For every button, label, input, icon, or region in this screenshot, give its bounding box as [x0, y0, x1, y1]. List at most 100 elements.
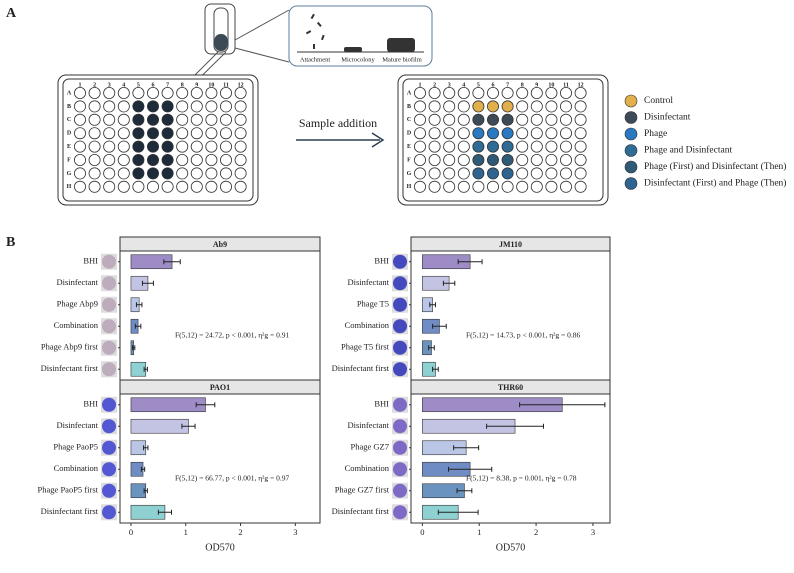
legend-swatch — [624, 94, 638, 108]
facet-title: JM110 — [499, 240, 522, 249]
thumbnail-well — [102, 340, 116, 355]
col-label: 8 — [181, 82, 184, 88]
row-label: G — [67, 171, 72, 177]
well — [88, 153, 101, 166]
well — [219, 100, 232, 113]
zoom-line — [234, 9, 290, 41]
col-label: 4 — [122, 82, 125, 88]
well — [516, 113, 529, 126]
stage-label: Microcolony — [341, 56, 375, 63]
panel — [119, 393, 321, 524]
cells — [305, 13, 415, 52]
row-label: D — [67, 131, 72, 137]
thumbnail-well — [393, 505, 407, 520]
well — [132, 87, 145, 100]
well — [205, 140, 218, 153]
well — [74, 167, 87, 180]
x-tick-label: 0 — [420, 527, 424, 537]
well — [413, 87, 426, 100]
well — [161, 180, 174, 193]
well — [472, 140, 485, 153]
col-label: 4 — [462, 82, 465, 88]
well — [190, 113, 203, 126]
well — [190, 100, 203, 113]
legend-label: Control — [644, 96, 673, 106]
well — [413, 140, 426, 153]
well — [428, 153, 441, 166]
well — [146, 100, 159, 113]
x-tick-label: 1 — [477, 527, 481, 537]
well — [530, 140, 543, 153]
row-label: D — [407, 131, 412, 137]
col-label: 6 — [152, 82, 155, 88]
col-label: 1 — [419, 82, 422, 88]
legend-swatch — [624, 177, 638, 190]
annotation: F(5,12) = 24.72, p < 0.001, η²g = 0.91 — [175, 331, 290, 340]
well — [472, 180, 485, 193]
row-label: B — [67, 104, 71, 110]
thumbnail-well — [393, 254, 407, 269]
well — [74, 180, 87, 193]
y-tick-label: Phage GZ7 first — [335, 485, 390, 495]
legend-swatch — [624, 127, 638, 141]
well — [146, 87, 159, 100]
well — [413, 167, 426, 180]
well — [219, 87, 232, 100]
y-tick-label: Phage Abp9 — [57, 299, 98, 309]
well — [234, 127, 247, 140]
well — [530, 100, 543, 113]
well — [545, 113, 558, 126]
y-tick-label: Disinfectant first — [332, 363, 390, 373]
well — [205, 87, 218, 100]
well — [413, 153, 426, 166]
well — [219, 153, 232, 166]
well — [132, 153, 145, 166]
well — [132, 140, 145, 153]
thumbnail-well — [393, 462, 407, 477]
well — [486, 167, 499, 180]
well — [501, 180, 514, 193]
well — [443, 87, 456, 100]
well — [74, 153, 87, 166]
well — [176, 153, 189, 166]
legend-swatch — [624, 111, 638, 124]
thumbnail-well — [102, 276, 116, 291]
thumbnail-well — [393, 483, 407, 498]
well — [457, 127, 470, 140]
well — [472, 127, 485, 140]
well — [219, 140, 232, 153]
thumbnail-well — [393, 397, 407, 412]
y-tick-label: BHI — [374, 399, 389, 409]
well — [117, 167, 130, 180]
well — [74, 127, 87, 140]
well — [574, 127, 587, 140]
y-tick-label: Disinfectant — [347, 277, 389, 287]
legend-swatch — [624, 144, 638, 157]
well — [176, 100, 189, 113]
panel-label: A — [6, 6, 17, 21]
thumbnail-well — [393, 440, 407, 455]
well — [428, 87, 441, 100]
legend-swatch — [624, 160, 638, 174]
well — [161, 127, 174, 140]
row-label: A — [67, 90, 72, 96]
col-label: 5 — [477, 82, 480, 88]
well — [516, 180, 529, 193]
y-tick-label: Phage GZ7 — [351, 442, 389, 452]
well — [161, 140, 174, 153]
well — [560, 100, 573, 113]
well — [190, 167, 203, 180]
well — [117, 153, 130, 166]
legend-label: Phage — [644, 129, 667, 139]
y-tick-label: Combination — [345, 320, 390, 330]
well — [413, 180, 426, 193]
well — [486, 113, 499, 126]
y-tick-label: Disinfectant first — [332, 506, 390, 516]
well — [103, 140, 116, 153]
well — [486, 87, 499, 100]
well — [146, 113, 159, 126]
arrow-head — [371, 132, 385, 148]
well — [176, 113, 189, 126]
col-label: 10 — [548, 82, 554, 88]
well — [117, 100, 130, 113]
